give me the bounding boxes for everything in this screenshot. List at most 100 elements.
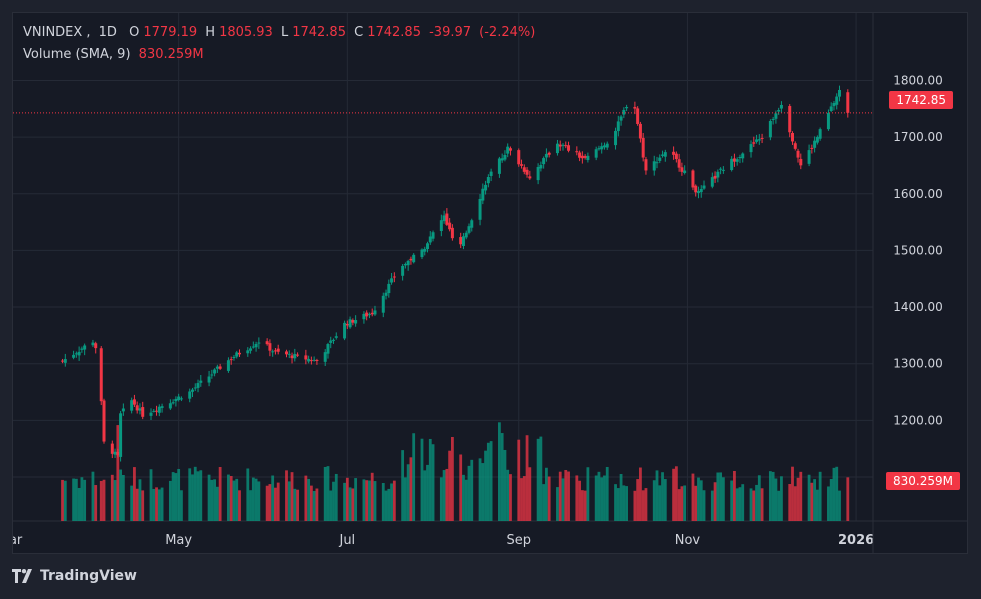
- volume-bar: [235, 478, 239, 521]
- candle-body: [445, 213, 449, 225]
- candle-body: [196, 383, 200, 388]
- candle-body: [406, 260, 410, 266]
- candle-body: [619, 116, 623, 121]
- candle-body: [296, 354, 300, 356]
- volume-bar: [757, 475, 761, 521]
- volume-bar: [251, 477, 255, 521]
- candle-body: [661, 154, 665, 156]
- volume-bar: [636, 479, 640, 521]
- volume-bar: [498, 422, 501, 521]
- volume-bar: [268, 484, 272, 521]
- volume-bar: [171, 472, 175, 521]
- volume-bar: [193, 466, 197, 521]
- candle-body: [420, 249, 424, 258]
- volume-bar: [677, 489, 681, 521]
- candle-body: [793, 143, 797, 149]
- volume-bar: [735, 488, 739, 521]
- candle-body: [578, 152, 582, 158]
- candle-body: [594, 149, 598, 158]
- volume-bar: [694, 485, 698, 521]
- candle-body: [193, 387, 197, 389]
- volume-bar: [741, 484, 745, 521]
- volume-bar: [265, 485, 269, 521]
- volume-bar: [373, 481, 377, 521]
- volume-bar: [218, 467, 222, 521]
- volume-bar: [238, 490, 241, 521]
- chart-plot[interactable]: 1100.001200.001300.001400.001500.001600.…: [13, 13, 967, 553]
- candle-body: [777, 110, 781, 112]
- volume-bar: [296, 489, 299, 521]
- candle-body: [152, 410, 156, 412]
- volume-bar: [760, 488, 764, 521]
- candle-body: [810, 147, 814, 149]
- candle-body: [249, 348, 253, 351]
- candle-body: [138, 408, 142, 411]
- candle-body: [752, 142, 756, 144]
- candle-body: [174, 398, 178, 402]
- candle-body: [226, 360, 230, 371]
- volume-bar: [564, 470, 568, 521]
- x-tick-label: Sep: [507, 533, 532, 548]
- candle-body: [605, 143, 609, 148]
- candle-body: [525, 169, 529, 175]
- candle-body: [370, 312, 374, 315]
- candle-body: [334, 336, 338, 338]
- candle-body: [799, 158, 803, 166]
- volume-bar: [141, 490, 145, 521]
- candle-body: [677, 159, 681, 168]
- candle-body: [345, 323, 349, 326]
- volume-bar: [63, 480, 67, 521]
- volume-bar: [392, 480, 396, 521]
- x-tick-label: Jul: [338, 533, 355, 548]
- candle-body: [141, 407, 145, 417]
- volume-bar: [213, 479, 217, 521]
- volume-bar: [80, 477, 84, 521]
- volume-bar: [464, 479, 468, 521]
- volume-bar: [232, 480, 236, 521]
- candle-body: [738, 157, 742, 159]
- volume-bar: [674, 466, 678, 521]
- volume-bar: [827, 486, 830, 521]
- volume-bar: [536, 438, 540, 521]
- volume-bar: [619, 474, 623, 521]
- volume-bar: [210, 479, 214, 521]
- candle-body: [633, 106, 637, 109]
- legend-high: 1805.93: [219, 25, 273, 40]
- candle-body: [517, 150, 521, 165]
- volume-bar: [426, 464, 429, 521]
- volume-bar: [702, 490, 706, 521]
- volume-bar: [130, 485, 134, 521]
- volume-bar: [229, 476, 233, 521]
- candle-body: [210, 374, 214, 376]
- candle-body: [119, 413, 123, 457]
- candle-body: [616, 121, 620, 132]
- candle-body: [329, 340, 333, 343]
- volume-bar: [271, 475, 275, 521]
- chart-frame[interactable]: 1100.001200.001300.001400.001500.001600.…: [12, 12, 968, 554]
- volume-bar: [207, 474, 211, 521]
- x-tick-label: Mar: [13, 533, 23, 548]
- candle-body: [716, 171, 720, 178]
- candle-body: [790, 132, 794, 142]
- tradingview-logo[interactable]: TradingView: [12, 568, 137, 584]
- candle-body: [755, 139, 759, 142]
- legend-open: 1779.19: [143, 25, 198, 40]
- candle-body: [450, 227, 454, 239]
- volume-bar: [815, 489, 819, 521]
- tradingview-icon: [12, 569, 32, 583]
- volume-bar: [83, 479, 87, 521]
- volume-bar: [777, 490, 781, 521]
- volume-bar: [603, 475, 606, 521]
- candle-body: [813, 140, 817, 148]
- volume-bar: [771, 471, 775, 521]
- candle-body: [484, 184, 488, 191]
- volume-bar: [113, 480, 117, 521]
- candle-body: [439, 220, 443, 232]
- volume-bar: [152, 488, 156, 521]
- candle-body: [229, 359, 233, 361]
- volume-bar: [370, 472, 374, 521]
- candle-body: [486, 176, 490, 184]
- volume-bar: [406, 464, 410, 521]
- volume-bar: [520, 478, 523, 521]
- candle-body: [130, 400, 134, 411]
